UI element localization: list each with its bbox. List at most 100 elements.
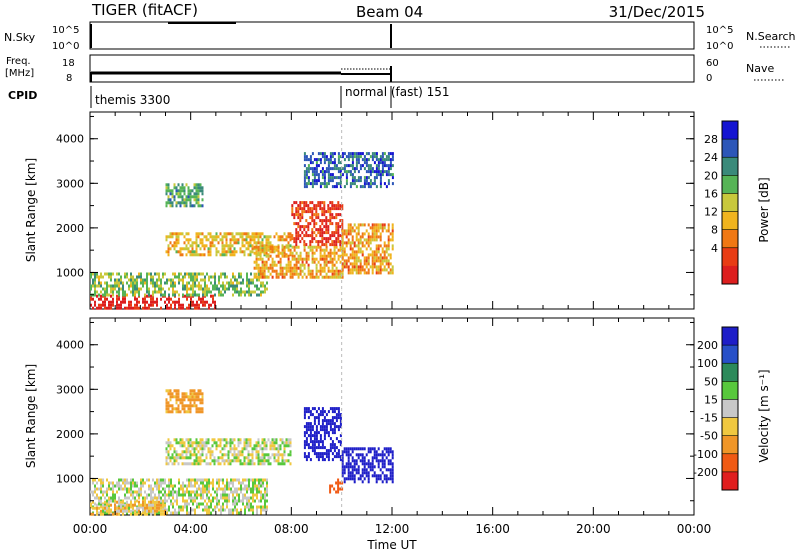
power-colorbar-tick-label: 4 [711,242,718,255]
vel-region-6 [165,389,204,414]
date-title: 31/Dec/2015 [609,3,705,21]
vel-colorbar-swatch [722,417,738,437]
vel-colorbar-tick-label: -15 [700,412,718,425]
velocity-panel: 4000 3000 2000 1000 Slant Range [km] 200 100… [24,317,771,516]
power-ytick-label: 3000 [56,177,84,190]
power-colorbar-tick-label: 8 [711,224,718,237]
power-ylabel: Slant Range [km] [24,158,38,262]
cpid-row: CPID themis 3300 normal (fast) 151 [8,85,449,108]
power-colorbar-swatch [722,265,738,285]
vel-region-2 [165,438,292,466]
cpid-label: CPID [8,89,37,102]
vel-region-0 [90,478,268,515]
vel-colorbar-tick-label: -100 [693,448,718,461]
power-colorbar-frame [721,120,739,285]
cpid-segment-themis: themis 3300 [95,93,170,107]
vel-colorbar-swatch [722,453,738,473]
x-tick-label: 04:00 [173,522,208,536]
freq-label-line1: Freq. [6,56,31,67]
freq-label-line2: [MHz] [5,68,34,79]
power-ytick-label: 2000 [56,222,84,235]
vel-ytick-label: 2000 [56,428,84,441]
freq-tick-bottom: 8 [66,73,72,84]
velocity-data-layer [90,389,394,516]
power-region-1 [90,272,268,297]
vel-colorbar-tick-label: 15 [704,393,718,406]
vel-colorbar-tick-label: 200 [697,339,718,352]
x-tick-label: 20:00 [576,522,611,536]
nave-tick-top: 60 [706,58,719,69]
power-region-0 [90,294,216,310]
power-colorbar-swatch [722,157,738,176]
power-region-3 [253,245,344,279]
vel-colorbar-swatch [722,363,738,382]
nsky-label: N.Sky [4,31,36,44]
nsearch-label: N.Search [746,30,796,43]
power-colorbar-swatch [722,193,738,212]
x-tick-label: 00:00 [677,522,712,536]
time-axis: 00:00 04:00 08:00 12:00 16:00 20:00 00:00 [73,522,712,536]
radar-title: TIGER (fitACF) [91,1,198,19]
nsky-tick-bottom: 10^0 [52,41,79,52]
vel-colorbar-frame [721,326,739,491]
vel-colorbar-swatch [722,327,738,346]
vel-region-3 [303,407,342,462]
nsky-tick-top: 10^5 [52,25,79,36]
power-colorbar-tick-label: 28 [704,133,718,146]
power-colorbar-label: Power [dB] [757,177,771,242]
power-colorbar-swatch [722,211,738,231]
velocity-axes: 4000 3000 2000 1000 [56,318,695,515]
x-tick-label: 16:00 [475,522,510,536]
freq-panel: Freq. [MHz] 18 8 60 0 Nave [5,54,784,84]
power-data-layer [90,152,394,310]
power-colorbar-swatch [722,121,738,140]
power-colorbar-swatch [722,139,738,158]
cpid-segment-normal: normal (fast) 151 [345,85,449,99]
power-colorbar-tick-label: 20 [704,169,718,182]
power-region-5 [341,223,394,275]
power-ytick-label: 4000 [56,133,84,146]
nsearch-tick-top: 10^5 [706,25,733,36]
vel-colorbar-swatch [722,345,738,364]
nave-label: Nave [746,62,774,75]
x-tick-label: 12:00 [375,522,410,536]
power-axes: 4000 3000 2000 1000 [56,112,695,309]
vel-colorbar-swatch [722,381,738,400]
vel-colorbar-tick-label: -200 [693,466,718,479]
power-panel: 4000 3000 2000 1000 Slant Range [km] 28 24 20… [24,111,771,310]
beam-title: Beam 04 [356,3,423,21]
vel-ytick-label: 3000 [56,383,84,396]
power-colorbar-swatch [722,175,738,194]
nsky-panel: N.Sky 10^5 10^0 10^5 10^0 N.Search [4,21,796,52]
x-axis-label: Time UT [366,538,417,552]
freq-tick-top: 18 [62,58,75,69]
power-colorbar-tick-label: 24 [704,151,718,164]
vel-ytick-label: 4000 [56,339,84,352]
power-region-4 [291,201,344,247]
power-region-7 [303,152,394,189]
power-colorbar-tick-label: 16 [704,187,718,200]
vel-ytick-label: 1000 [56,472,84,485]
vel-region-4 [341,447,394,484]
power-colorbar-swatch [722,229,738,249]
velocity-ylabel: Slant Range [km] [24,364,38,468]
vel-colorbar-tick-label: 50 [704,375,718,388]
power-colorbar-swatch [722,247,738,267]
power-colorbar-tick-label: 12 [704,206,718,219]
nsearch-tick-bottom: 10^0 [706,41,733,52]
velocity-colorbar: 200 100 50 15 -15 -50 -100 -200 [693,326,739,491]
vel-colorbar-tick-label: -50 [700,430,718,443]
velocity-colorbar-label: Velocity [m s⁻¹] [757,369,771,462]
vel-colorbar-swatch [722,399,738,418]
vel-colorbar-swatch [722,435,738,455]
power-region-6 [165,183,204,208]
nave-tick-bottom: 0 [706,73,712,84]
vel-colorbar-tick-label: 100 [697,357,718,370]
vel-region-1 [90,500,166,516]
x-tick-label: 00:00 [73,522,108,536]
power-ytick-label: 1000 [56,266,84,279]
power-colorbar: 28 24 20 16 12 8 4 [704,120,739,285]
vel-colorbar-swatch [722,471,738,491]
x-tick-label: 08:00 [274,522,309,536]
